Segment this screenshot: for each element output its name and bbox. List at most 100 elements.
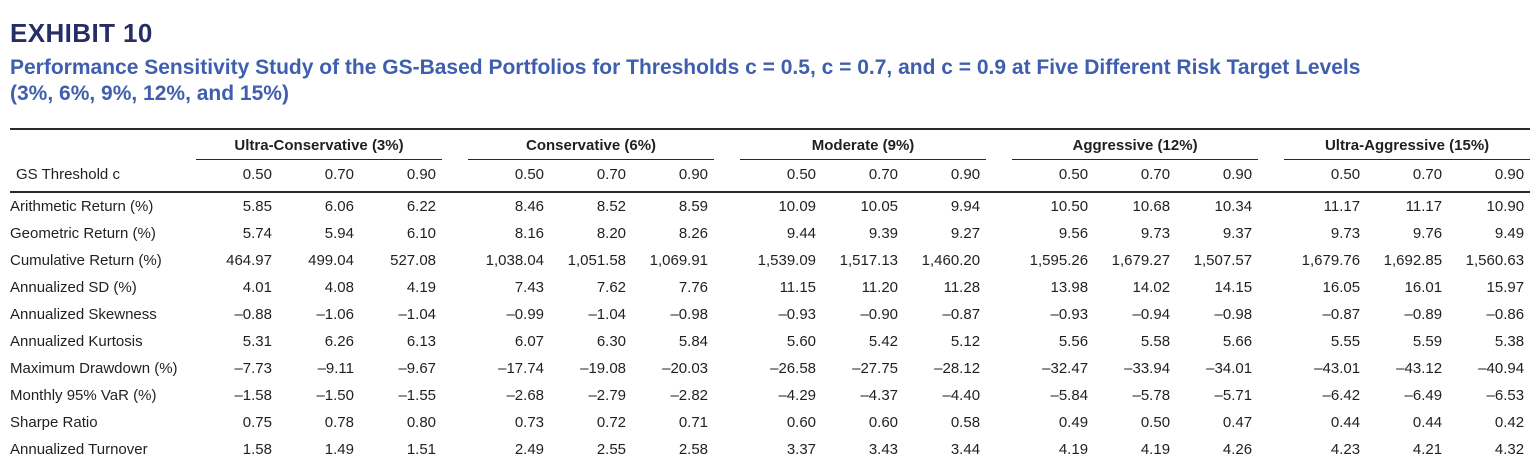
value-cell: 1,679.76 bbox=[1301, 252, 1361, 269]
value-cell: 11.20 bbox=[861, 279, 899, 296]
table-row: Annualized Turnover 1.58 1.49 1.51 2.49 2.55 2… bbox=[10, 436, 1530, 461]
value-cell: –7.73 bbox=[234, 360, 272, 377]
value-cell: 0.50 bbox=[1140, 414, 1171, 431]
value-cell: 5.60 bbox=[786, 333, 817, 350]
row-gap-cell bbox=[442, 382, 468, 409]
value-cell: 9.73 bbox=[1140, 225, 1171, 242]
threshold-gap-cell bbox=[442, 159, 469, 193]
row-label: Geometric Return (%) bbox=[10, 225, 156, 242]
value-cell: 1,517.13 bbox=[839, 252, 899, 269]
value-cell: 16.05 bbox=[1322, 279, 1361, 296]
row-label: Monthly 95% VaR (%) bbox=[10, 387, 157, 404]
value-cell: 1,595.26 bbox=[1029, 252, 1089, 269]
value-cell: 2.49 bbox=[514, 441, 545, 458]
value-cell: 1,069.91 bbox=[649, 252, 709, 269]
value-cell: 5.12 bbox=[950, 333, 981, 350]
value-cell: 9.39 bbox=[868, 225, 899, 242]
row-gap-cell bbox=[1258, 382, 1284, 409]
value-cell: –43.01 bbox=[1314, 360, 1361, 377]
value-cell: –5.78 bbox=[1132, 387, 1171, 404]
threshold-cell: 0.90 bbox=[632, 159, 715, 193]
value-cell: 15.97 bbox=[1486, 279, 1525, 296]
value-cell: 8.16 bbox=[514, 225, 545, 242]
row-gap-cell bbox=[714, 328, 740, 355]
threshold-cell: 0.50 bbox=[196, 159, 278, 193]
value-cell: 0.80 bbox=[406, 414, 437, 431]
threshold-cell: 0.70 bbox=[1366, 159, 1449, 193]
value-cell: –17.74 bbox=[498, 360, 545, 377]
value-cell: –4.40 bbox=[942, 387, 981, 404]
threshold-cell: 0.50 bbox=[468, 159, 551, 193]
table-row: Monthly 95% VaR (%) –1.58 –1.50 –1.55 –2.68 –… bbox=[10, 382, 1530, 409]
value-cell: 9.37 bbox=[1222, 225, 1253, 242]
value-cell: –1.50 bbox=[316, 387, 354, 404]
value-cell: 5.42 bbox=[868, 333, 899, 350]
value-cell: –6.53 bbox=[1486, 387, 1525, 404]
value-cell: 464.97 bbox=[226, 252, 272, 269]
value-cell: 0.75 bbox=[242, 414, 272, 431]
row-gap-cell bbox=[442, 274, 468, 301]
table-row: Geometric Return (%) 5.74 5.94 6.10 8.16 8.20… bbox=[10, 220, 1530, 247]
threshold-gap-cell bbox=[714, 159, 741, 193]
threshold-cell: 0.70 bbox=[1094, 159, 1177, 193]
value-cell: 4.32 bbox=[1494, 441, 1525, 458]
row-gap-cell bbox=[1258, 220, 1284, 247]
value-cell: 0.72 bbox=[596, 414, 627, 431]
row-label: Sharpe Ratio bbox=[10, 414, 98, 431]
threshold-cell: 0.70 bbox=[822, 159, 905, 193]
value-cell: –0.87 bbox=[942, 306, 981, 323]
value-cell: –27.75 bbox=[852, 360, 899, 377]
row-label: Arithmetic Return (%) bbox=[10, 198, 154, 215]
value-cell: –0.90 bbox=[860, 306, 899, 323]
value-cell: 0.49 bbox=[1058, 414, 1089, 431]
value-cell: 4.23 bbox=[1330, 441, 1361, 458]
row-label: Cumulative Return (%) bbox=[10, 252, 162, 269]
row-gap-cell bbox=[442, 192, 468, 220]
row-gap-cell bbox=[714, 409, 740, 436]
value-cell: 1,038.04 bbox=[485, 252, 545, 269]
row-gap-cell bbox=[986, 355, 1012, 382]
value-cell: –1.04 bbox=[588, 306, 627, 323]
value-cell: 2.58 bbox=[678, 441, 709, 458]
value-cell: 0.44 bbox=[1412, 414, 1443, 431]
group-header: Moderate (9%) bbox=[740, 129, 987, 160]
table-row: Cumulative Return (%) 464.97 499.04 527.08 1… bbox=[10, 247, 1530, 274]
threshold-cell: 0.70 bbox=[278, 159, 360, 193]
value-cell: 11.17 bbox=[1405, 198, 1443, 215]
value-cell: 6.30 bbox=[596, 333, 627, 350]
row-gap-cell bbox=[986, 220, 1012, 247]
value-cell: 10.09 bbox=[778, 198, 817, 215]
value-cell: 9.27 bbox=[950, 225, 981, 242]
value-cell: –0.88 bbox=[234, 306, 272, 323]
value-cell: 1,679.27 bbox=[1111, 252, 1171, 269]
value-cell: 0.60 bbox=[786, 414, 817, 431]
value-cell: 9.49 bbox=[1494, 225, 1525, 242]
row-gap-cell bbox=[714, 382, 740, 409]
row-gap-cell bbox=[714, 301, 740, 328]
row-label: Maximum Drawdown (%) bbox=[10, 360, 178, 377]
value-cell: 2.55 bbox=[596, 441, 627, 458]
value-cell: 1,460.20 bbox=[921, 252, 981, 269]
value-cell: –4.37 bbox=[860, 387, 899, 404]
row-gap-cell bbox=[1258, 409, 1284, 436]
exhibit-number: EXHIBIT 10 bbox=[10, 18, 153, 48]
value-cell: 1,539.09 bbox=[757, 252, 817, 269]
row-gap-cell bbox=[1258, 355, 1284, 382]
value-cell: –4.29 bbox=[778, 387, 817, 404]
group-gap-cell bbox=[1258, 129, 1284, 160]
value-cell: –0.93 bbox=[1050, 306, 1089, 323]
row-gap-cell bbox=[1258, 192, 1284, 220]
row-gap-cell bbox=[986, 382, 1012, 409]
value-cell: 4.08 bbox=[324, 279, 354, 296]
group-header: Conservative (6%) bbox=[468, 129, 715, 160]
value-cell: 0.60 bbox=[868, 414, 899, 431]
group-gap-cell bbox=[986, 129, 1012, 160]
value-cell: –5.71 bbox=[1214, 387, 1253, 404]
value-cell: –1.06 bbox=[316, 306, 354, 323]
value-cell: 11.15 bbox=[779, 279, 817, 296]
value-cell: –9.67 bbox=[398, 360, 437, 377]
value-cell: 13.98 bbox=[1050, 279, 1089, 296]
value-cell: 5.58 bbox=[1140, 333, 1171, 350]
value-cell: 8.52 bbox=[596, 198, 627, 215]
